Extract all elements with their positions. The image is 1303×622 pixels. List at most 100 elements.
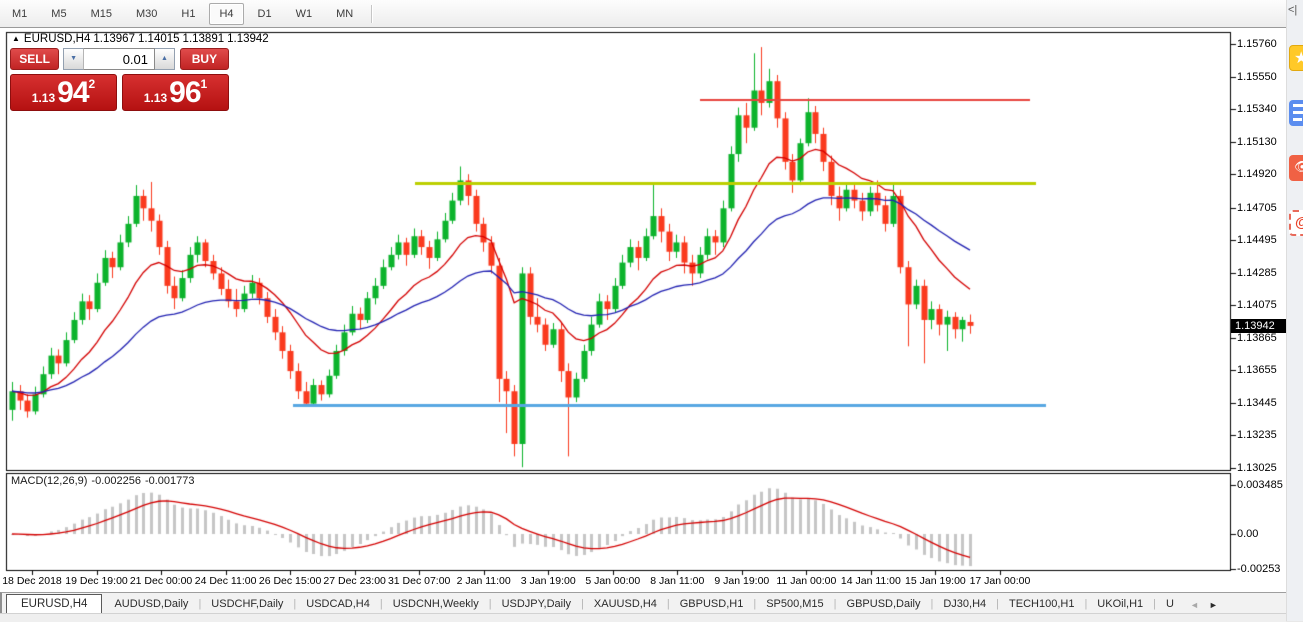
chart-tab-usdcnh-weekly[interactable]: USDCNH,Weekly [392,598,479,610]
chart-tab-dj30-h4[interactable]: DJ30,H4 [943,598,987,610]
tab-separator: | [293,598,297,610]
desktop-collapse-handle[interactable]: <| [1288,4,1298,16]
tab-separator: | [379,598,383,610]
chart-tab-partial[interactable]: U [1166,598,1174,610]
buy-button[interactable]: BUY [179,48,229,70]
chart-tabbar: EURUSD,H4 AUDUSD,Daily | USDCHF,Daily | USDCA… [0,592,1286,613]
toolbar-separator [371,4,373,23]
time-axis-label: 14 Jan 11:00 [840,575,901,587]
tab-separator: | [488,598,492,610]
tab-scroll-right-icon[interactable]: ► [1208,600,1218,610]
tab-separator: | [1153,598,1156,610]
volume-decrease-button[interactable]: ▼ [63,48,83,70]
chart-title: ▲ EURUSD,H4 1.13967 1.14015 1.13891 1.13942 [12,33,272,45]
time-axis-label: 2 Jan 11:00 [456,575,511,587]
buy-price-main: 96 [169,76,201,109]
chart-symbol-label: EURUSD,H4 [23,33,91,45]
time-axis-label: 9 Jan 19:00 [714,575,770,587]
time-axis-label: 3 Jan 19:00 [520,575,576,587]
volume-input[interactable] [83,48,155,70]
macd-axis-tick: 0.00 [1237,528,1259,540]
timeframe-button-w1[interactable]: W1 [295,7,313,20]
time-axis-label: 17 Jan 00:00 [969,575,1031,587]
ohlc-high: 1.14015 [137,33,180,45]
macd-axis-tick: -0.00253 [1237,563,1281,576]
price-axis-tick: 1.13865 [1237,331,1277,344]
timeframe-button-h1[interactable]: H1 [181,7,196,20]
chart-tab-ukoil-h1[interactable]: UKOil,H1 [1097,598,1144,610]
time-axis-label: 11 Jan 00:00 [776,575,837,587]
price-axis-tick: 1.14920 [1237,168,1277,181]
sell-price-pipette: 2 [88,77,96,91]
chart-canvas[interactable] [0,28,1286,592]
price-axis-tick: 1.14285 [1237,266,1277,279]
favorites-star-icon[interactable]: ★ [1289,45,1303,71]
chart-tab-sp500-m15[interactable]: SP500,M15 [766,598,824,610]
macd-signal-value: -0.001773 [144,475,195,487]
timeframe-toolbar: M1 M5 M15 M30 H1 H4 D1 W1 MN [0,0,1286,28]
time-axis-label: 8 Jan 11:00 [650,575,705,587]
sell-price-main: 94 [57,76,89,109]
volume-increase-button[interactable]: ▲ [155,48,175,70]
desktop-strip [1286,0,1303,621]
price-axis-tick: 1.15340 [1237,103,1277,116]
chart-tab-usdcad-h4[interactable]: USDCAD,H4 [306,598,370,610]
tab-separator: | [198,598,202,610]
time-axis-label: 15 Jan 19:00 [905,575,966,587]
tab-separator: | [833,598,837,610]
price-axis-tick: 1.13655 [1237,364,1277,377]
price-axis-tick: 1.14705 [1237,201,1277,214]
buy-price-prefix: 1.13 [143,91,168,105]
ohlc-open: 1.13967 [93,33,135,45]
timeframe-button-m15[interactable]: M15 [90,7,112,20]
chart-tab-usdjpy-daily[interactable]: USDJPY,Daily [501,598,572,610]
macd-indicator-label: MACD(12,26,9) -0.002256 -0.001773 [11,475,199,487]
status-bar [0,613,1286,622]
current-price-badge: 1.13942 [1231,318,1286,333]
time-axis-label: 31 Dec 07:00 [387,575,451,587]
timeframe-button-h4[interactable]: H4 [209,2,244,25]
one-click-trading-panel: SELL ▼ ▲ BUY 1.13 94 2 1.13 96 1 [10,48,229,111]
price-axis-tick: 1.13445 [1237,396,1277,409]
timeframe-button-m30[interactable]: M30 [135,7,158,20]
timeframe-button-d1[interactable]: D1 [257,7,272,20]
ohlc-close: 1.13942 [227,33,269,45]
chart-tab-eurusd-h4[interactable]: EURUSD,H4 [6,594,103,613]
sell-price-button[interactable]: 1.13 94 2 [10,74,117,111]
mail-at-icon[interactable]: @ [1289,210,1303,236]
macd-name: MACD(12,26,9) [11,475,88,487]
tab-separator: | [996,598,1000,610]
tab-separator: | [930,598,934,610]
tab-separator: | [1084,598,1088,610]
chart-tab-usdchf-daily[interactable]: USDCHF,Daily [211,598,284,610]
price-axis-tick: 1.15130 [1237,135,1277,148]
price-axis-tick: 1.14075 [1237,299,1277,312]
time-axis-label: 26 Dec 15:00 [258,575,322,587]
chart-tab-xauusd-h4[interactable]: XAUUSD,H4 [593,598,657,610]
chart-tab-gbpusd-h1[interactable]: GBPUSD,H1 [679,598,744,610]
chart-tab-audusd-daily[interactable]: AUDUSD,Daily [114,598,189,610]
macd-main-value: -0.002256 [91,475,141,487]
buy-price-pipette: 1 [200,77,208,91]
price-axis-tick: 1.15550 [1237,70,1277,83]
ohlc-low: 1.13891 [182,33,225,45]
timeframe-button-m1[interactable]: M1 [12,7,28,20]
tab-separator: | [581,598,584,610]
tab-scroll-left-icon[interactable]: ◄ [1189,600,1199,610]
timeframe-button-mn[interactable]: MN [336,7,354,20]
sell-price-prefix: 1.13 [31,91,56,105]
chart-tab-gbpusd-daily[interactable]: GBPUSD,Daily [846,598,921,610]
price-axis-tick: 1.15760 [1237,38,1277,50]
oct-collapse-icon[interactable]: ▲ [12,34,20,43]
sell-button[interactable]: SELL [10,48,60,70]
time-axis-label: 5 Jan 00:00 [585,575,641,587]
weibo-icon[interactable]: 👁 [1289,155,1303,181]
chart-tab-tech100-h1[interactable]: TECH100,H1 [1009,598,1075,610]
time-axis-label: 21 Dec 00:00 [129,575,193,587]
timeframe-button-m5[interactable]: M5 [51,7,67,20]
tab-separator: | [753,598,757,610]
buy-price-button[interactable]: 1.13 96 1 [122,74,229,111]
news-feed-icon[interactable] [1289,100,1303,126]
time-axis-label: 27 Dec 23:00 [323,575,386,587]
